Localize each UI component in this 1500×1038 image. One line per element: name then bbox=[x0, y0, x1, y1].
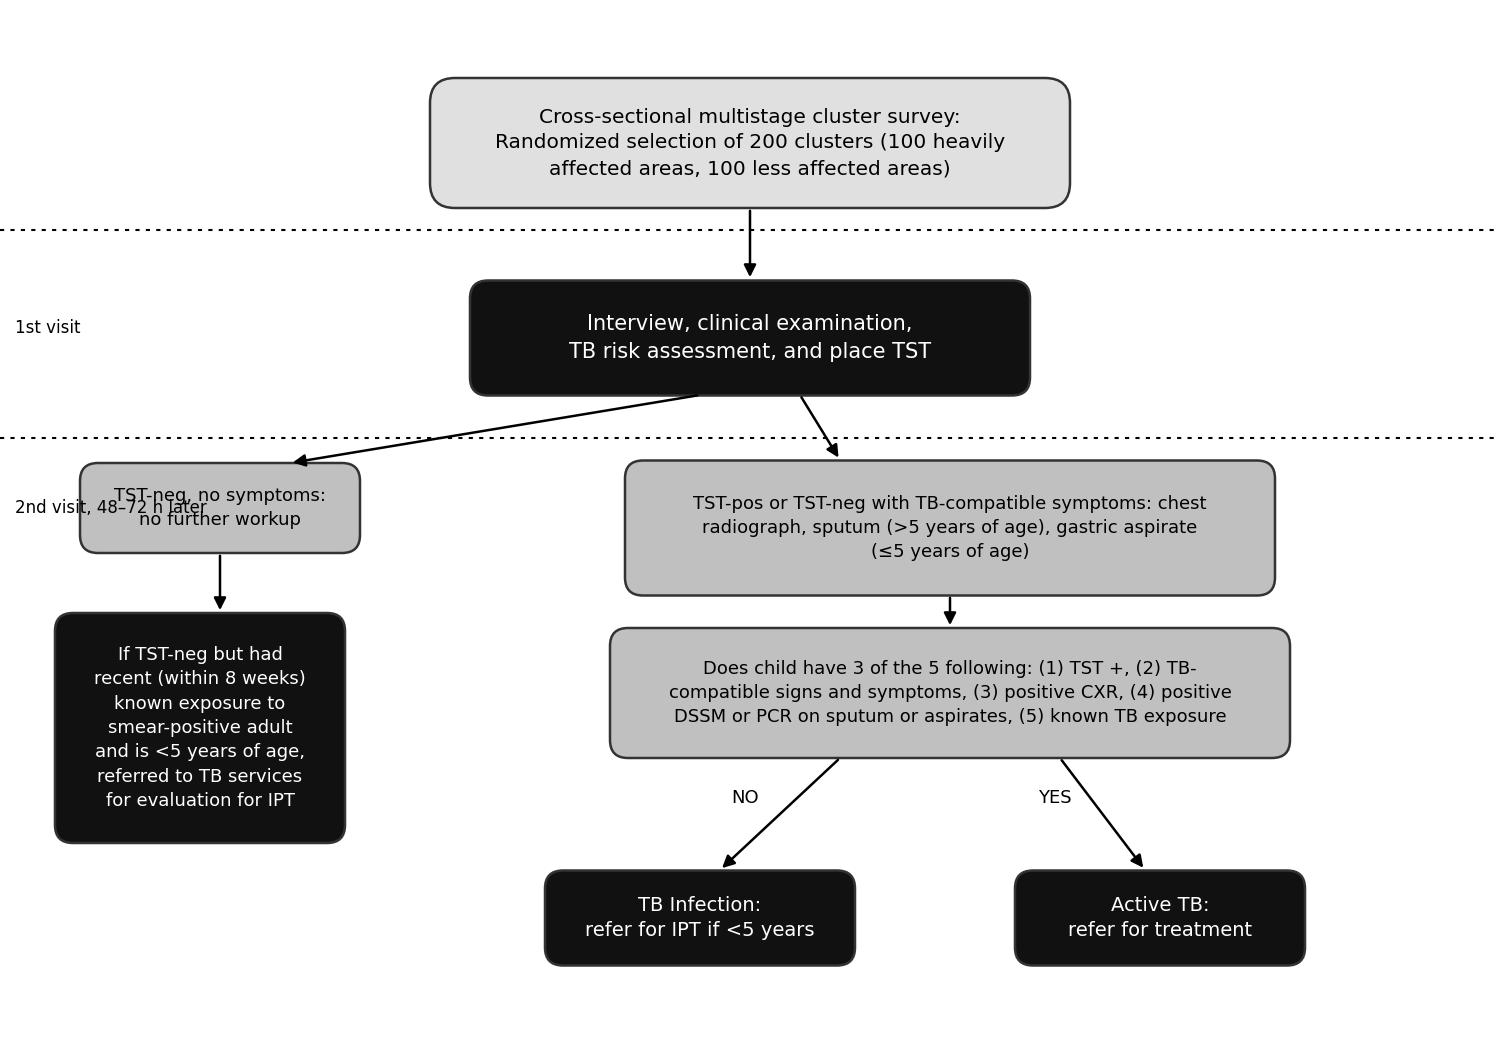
Text: TST-neg, no symptoms:
no further workup: TST-neg, no symptoms: no further workup bbox=[114, 487, 326, 529]
Text: Does child have 3 of the 5 following: (1) TST +, (2) TB-
compatible signs and sy: Does child have 3 of the 5 following: (1… bbox=[669, 660, 1232, 727]
Text: TST-pos or TST-neg with TB-compatible symptoms: chest
radiograph, sputum (>5 yea: TST-pos or TST-neg with TB-compatible sy… bbox=[693, 495, 1206, 562]
FancyBboxPatch shape bbox=[470, 280, 1030, 395]
Text: TB Infection:
refer for IPT if <5 years: TB Infection: refer for IPT if <5 years bbox=[585, 896, 814, 940]
FancyBboxPatch shape bbox=[544, 871, 855, 965]
Text: Active TB:
refer for treatment: Active TB: refer for treatment bbox=[1068, 896, 1252, 940]
FancyBboxPatch shape bbox=[610, 628, 1290, 758]
FancyBboxPatch shape bbox=[56, 613, 345, 843]
FancyBboxPatch shape bbox=[626, 461, 1275, 596]
Text: YES: YES bbox=[1038, 789, 1072, 807]
Text: Interview, clinical examination,
TB risk assessment, and place TST: Interview, clinical examination, TB risk… bbox=[568, 315, 932, 361]
FancyBboxPatch shape bbox=[1016, 871, 1305, 965]
Text: If TST-neg but had
recent (within 8 weeks)
known exposure to
smear-positive adul: If TST-neg but had recent (within 8 week… bbox=[94, 646, 306, 810]
FancyBboxPatch shape bbox=[80, 463, 360, 553]
Text: 2nd visit, 48–72 h later: 2nd visit, 48–72 h later bbox=[15, 499, 207, 517]
Text: 1st visit: 1st visit bbox=[15, 319, 81, 337]
Text: Cross-sectional multistage cluster survey:
Randomized selection of 200 clusters : Cross-sectional multistage cluster surve… bbox=[495, 108, 1005, 179]
Text: NO: NO bbox=[730, 789, 759, 807]
FancyBboxPatch shape bbox=[430, 78, 1070, 208]
